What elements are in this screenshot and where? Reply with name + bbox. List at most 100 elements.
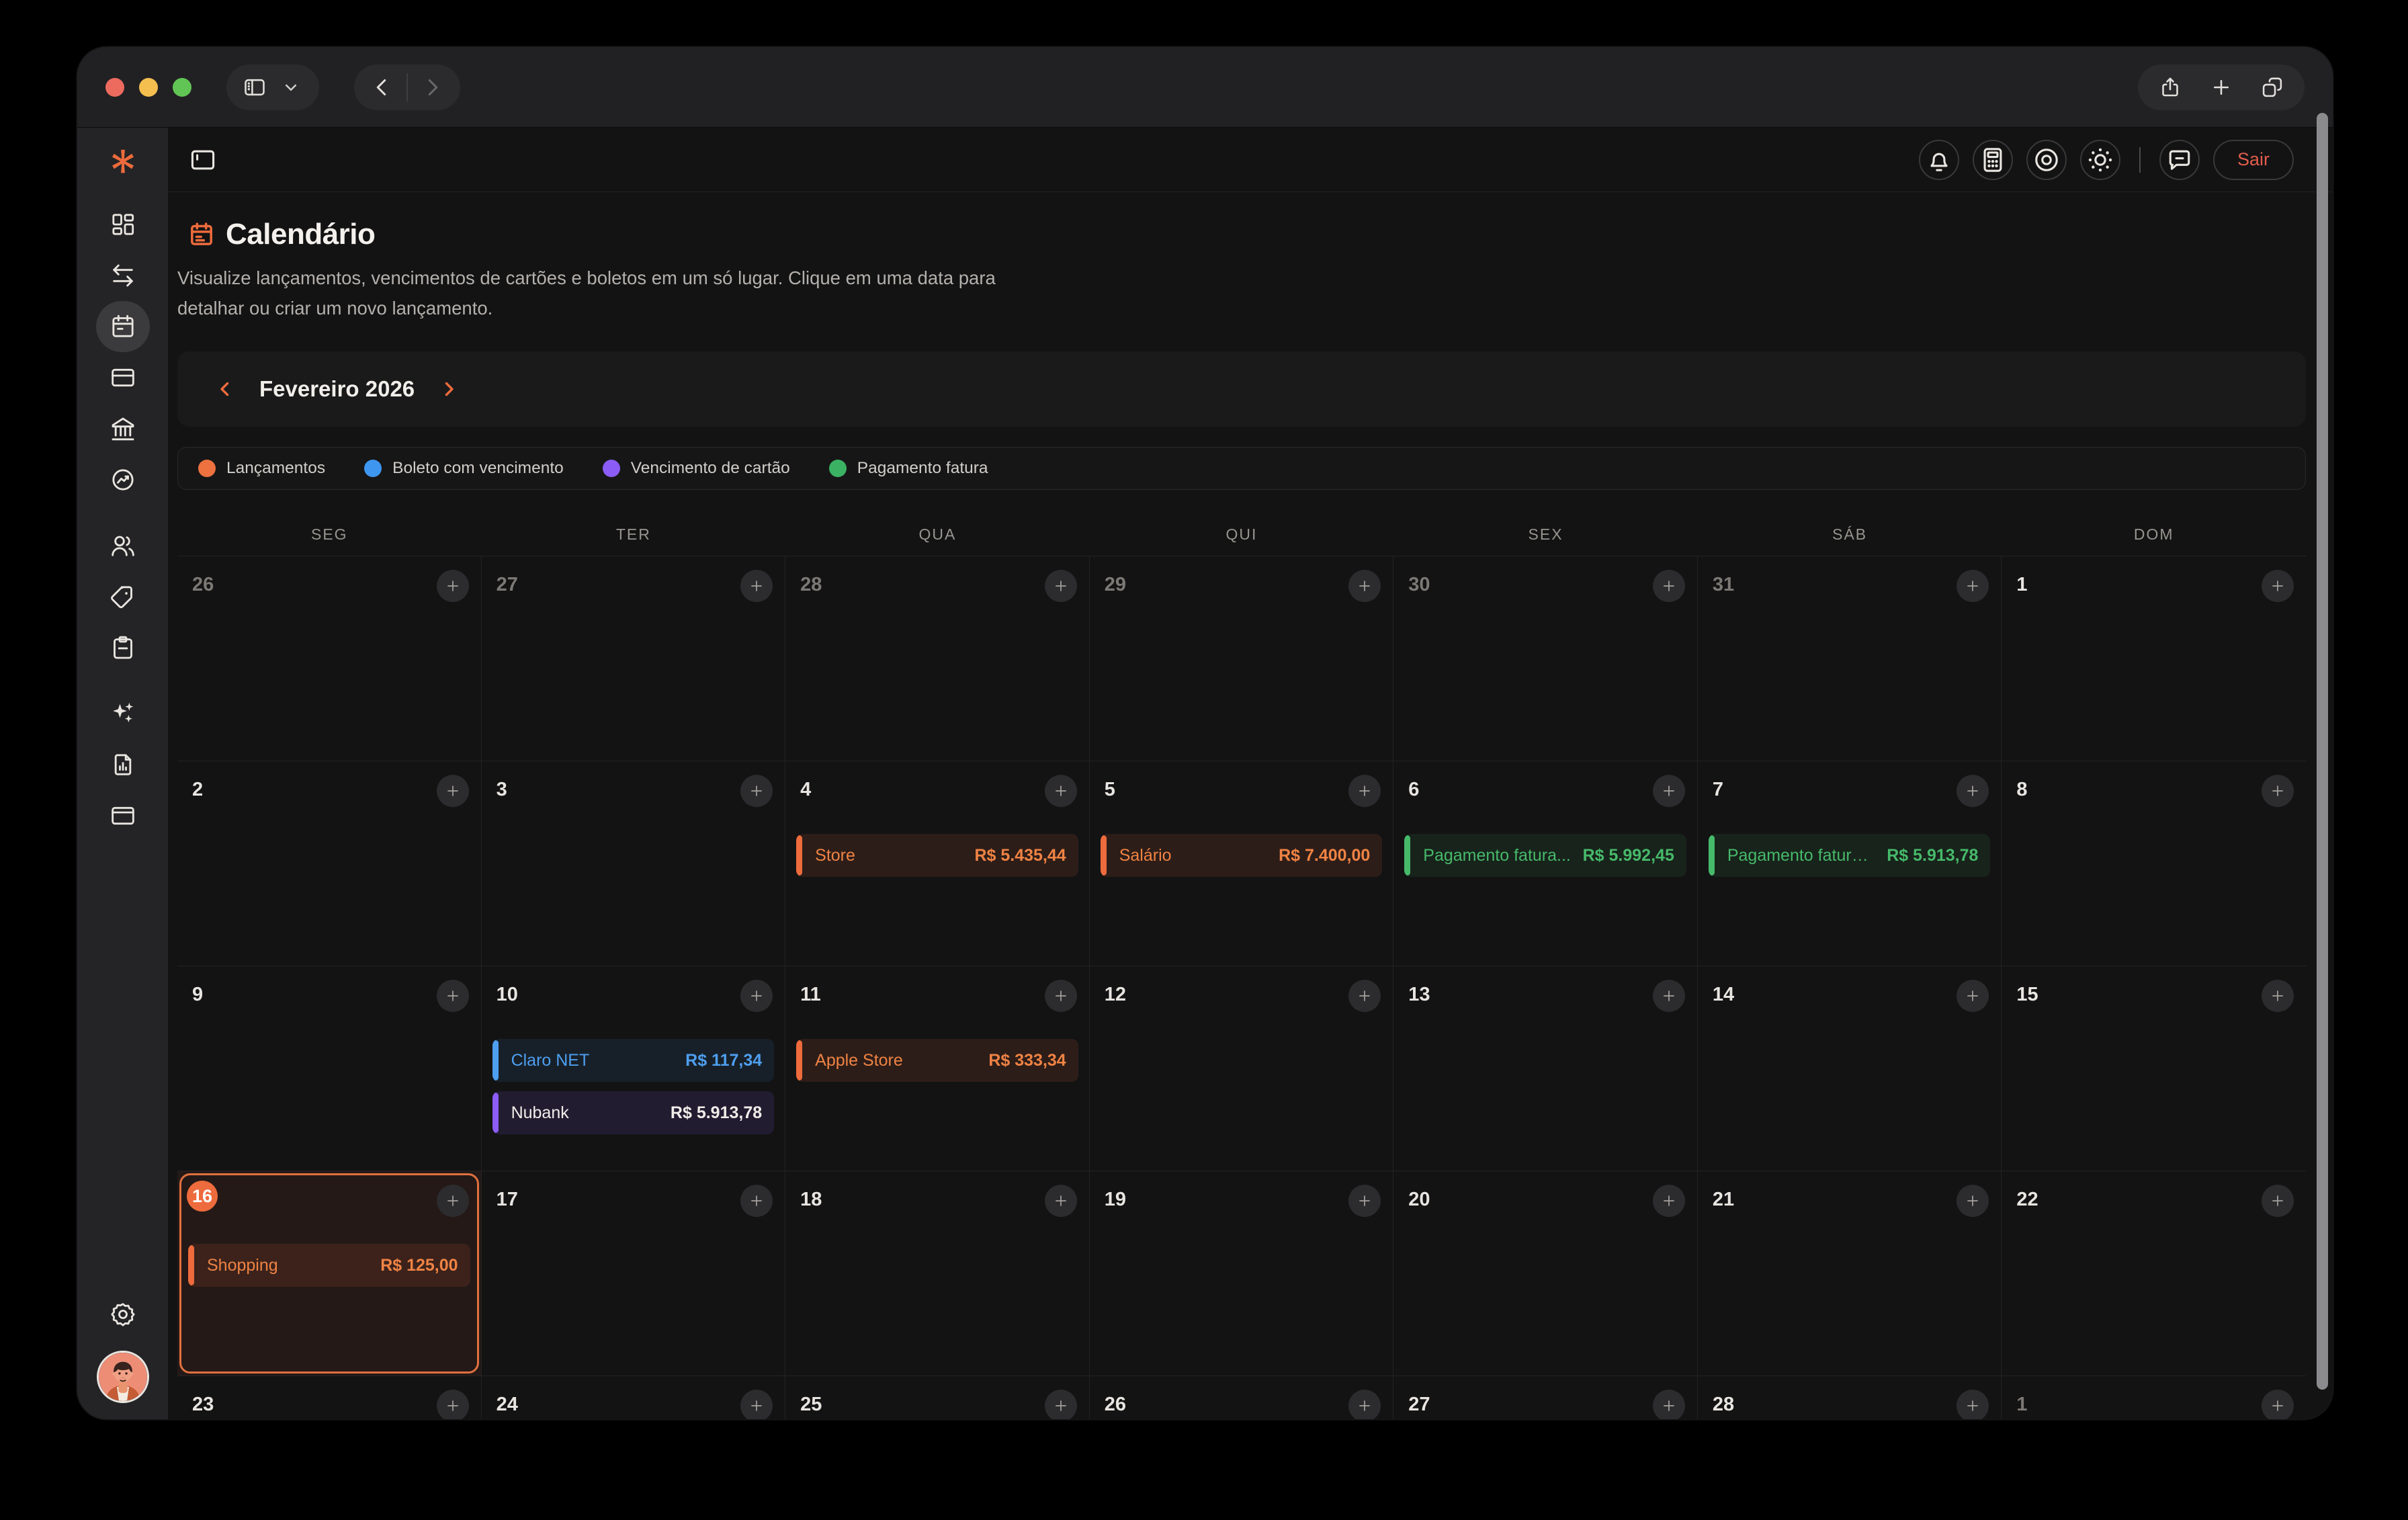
sidebar-item-cards[interactable] [96, 352, 150, 403]
scrollbar-thumb[interactable] [2317, 113, 2328, 1390]
add-event-button[interactable] [740, 775, 773, 808]
sidebar-item-users[interactable] [96, 520, 150, 571]
add-event-button[interactable] [436, 570, 469, 603]
calculator-button[interactable] [1972, 139, 2013, 180]
back-button[interactable] [370, 75, 394, 99]
day-cell-8[interactable]: 8 [2002, 761, 2306, 967]
day-cell-9[interactable]: 9 [177, 966, 482, 1172]
day-cell-24[interactable]: 24 [482, 1376, 786, 1419]
add-event-button[interactable] [436, 775, 469, 808]
previous-month-button[interactable] [214, 378, 236, 400]
add-event-button[interactable] [1044, 980, 1077, 1013]
event-pill[interactable]: Pagamento fatura... R$ 5.992,45 [1404, 834, 1686, 878]
add-event-button[interactable] [2262, 1185, 2294, 1218]
add-event-button[interactable] [436, 1390, 469, 1419]
sidebar-item-calendar[interactable] [95, 301, 150, 352]
day-cell-6[interactable]: 6 Pagamento fatura... R$ 5.992,45 [1393, 761, 1698, 967]
sidebar-item-accounts[interactable] [96, 790, 150, 841]
event-pill[interactable]: Pagamento fatura ... R$ 5.913,78 [1708, 834, 1991, 878]
day-cell-12[interactable]: 12 [1089, 966, 1394, 1172]
add-event-button[interactable] [1348, 1390, 1381, 1419]
sidebar-item-notes[interactable] [96, 622, 150, 673]
day-cell-17[interactable]: 17 [481, 1171, 786, 1377]
event-pill[interactable]: Shopping R$ 125,00 [188, 1244, 470, 1287]
avatar[interactable] [96, 1351, 149, 1403]
app-logo[interactable] [96, 141, 150, 184]
day-cell-13[interactable]: 13 [1393, 966, 1698, 1172]
day-cell-11[interactable]: 11 Apple Store R$ 333,34 [785, 966, 1090, 1172]
theme-button[interactable] [2079, 139, 2120, 180]
add-event-button[interactable] [740, 980, 773, 1013]
event-pill[interactable]: Claro NET R$ 117,34 [492, 1039, 775, 1083]
sidebar-toggle-icon[interactable] [243, 75, 267, 99]
day-cell-29[interactable]: 29 [1089, 556, 1394, 762]
day-cell-4[interactable]: 4 Store R$ 5.435,44 [785, 761, 1090, 967]
tabs-overview-button[interactable] [2260, 75, 2284, 99]
add-event-button[interactable] [436, 1185, 469, 1218]
day-cell-1[interactable]: 1 [2002, 1376, 2306, 1419]
add-event-button[interactable] [1956, 980, 1989, 1013]
add-event-button[interactable] [1956, 570, 1989, 603]
event-pill[interactable]: Store R$ 5.435,44 [796, 834, 1078, 878]
logout-button[interactable]: Sair [2212, 139, 2294, 180]
chevron-down-icon[interactable] [279, 75, 303, 99]
sidebar-item-dashboard[interactable] [96, 199, 150, 250]
day-cell-19[interactable]: 19 [1089, 1171, 1394, 1377]
add-event-button[interactable] [2262, 1390, 2294, 1419]
bell-button[interactable] [1918, 139, 1959, 180]
next-month-button[interactable] [437, 378, 460, 400]
day-cell-15[interactable]: 15 [2002, 966, 2306, 1172]
add-event-button[interactable] [1652, 1390, 1685, 1419]
add-event-button[interactable] [1044, 775, 1077, 808]
add-event-button[interactable] [2262, 980, 2294, 1013]
panel-toggle-button[interactable] [188, 145, 218, 175]
day-cell-14[interactable]: 14 [1697, 966, 2002, 1172]
sidebar-item-tags[interactable] [96, 571, 150, 622]
sidebar-item-bank[interactable] [96, 403, 150, 454]
day-cell-26[interactable]: 26 [177, 556, 482, 762]
add-event-button[interactable] [1956, 1185, 1989, 1218]
day-cell-1[interactable]: 1 [2002, 556, 2306, 762]
day-cell-3[interactable]: 3 [481, 761, 786, 967]
add-event-button[interactable] [1044, 1390, 1077, 1419]
add-event-button[interactable] [740, 1390, 773, 1419]
add-event-button[interactable] [1652, 1185, 1685, 1218]
add-event-button[interactable] [740, 1185, 773, 1218]
day-cell-22[interactable]: 22 [2002, 1171, 2306, 1377]
add-event-button[interactable] [436, 980, 469, 1013]
new-tab-button[interactable] [2209, 75, 2233, 99]
day-cell-26[interactable]: 26 [1090, 1376, 1394, 1419]
day-cell-31[interactable]: 31 [1697, 556, 2002, 762]
add-event-button[interactable] [1044, 1185, 1077, 1218]
event-pill[interactable]: Nubank R$ 5.913,78 [492, 1091, 775, 1135]
day-cell-2[interactable]: 2 [177, 761, 482, 967]
share-button[interactable] [2158, 75, 2182, 99]
add-event-button[interactable] [1348, 980, 1381, 1013]
day-cell-28[interactable]: 28 [1698, 1376, 2002, 1419]
forward-button[interactable] [420, 75, 444, 99]
day-cell-7[interactable]: 7 Pagamento fatura ... R$ 5.913,78 [1697, 761, 2002, 967]
add-event-button[interactable] [1348, 570, 1381, 603]
day-cell-30[interactable]: 30 [1393, 556, 1698, 762]
add-event-button[interactable] [2262, 570, 2294, 603]
close-button[interactable] [105, 77, 124, 97]
add-event-button[interactable] [1348, 775, 1381, 808]
add-event-button[interactable] [1956, 775, 1989, 808]
day-cell-27[interactable]: 27 [481, 556, 786, 762]
event-pill[interactable]: Apple Store R$ 333,34 [796, 1039, 1078, 1083]
minimize-button[interactable] [139, 77, 158, 97]
add-event-button[interactable] [1652, 980, 1685, 1013]
add-event-button[interactable] [2262, 775, 2294, 808]
day-cell-16[interactable]: 16 Shopping R$ 125,00 [177, 1171, 482, 1377]
add-event-button[interactable] [740, 570, 773, 603]
day-cell-28[interactable]: 28 [785, 556, 1090, 762]
day-cell-10[interactable]: 10 Claro NET R$ 117,34 Nubank R$ 5.913,78 [481, 966, 786, 1172]
sidebar-item-ai[interactable] [96, 688, 150, 739]
day-cell-25[interactable]: 25 [785, 1376, 1090, 1419]
zoom-button[interactable] [173, 77, 191, 97]
sidebar-item-settings[interactable] [96, 1289, 150, 1340]
add-event-button[interactable] [1348, 1185, 1381, 1218]
add-event-button[interactable] [1652, 570, 1685, 603]
day-cell-5[interactable]: 5 Salário R$ 7.400,00 [1089, 761, 1394, 967]
add-event-button[interactable] [1044, 570, 1077, 603]
